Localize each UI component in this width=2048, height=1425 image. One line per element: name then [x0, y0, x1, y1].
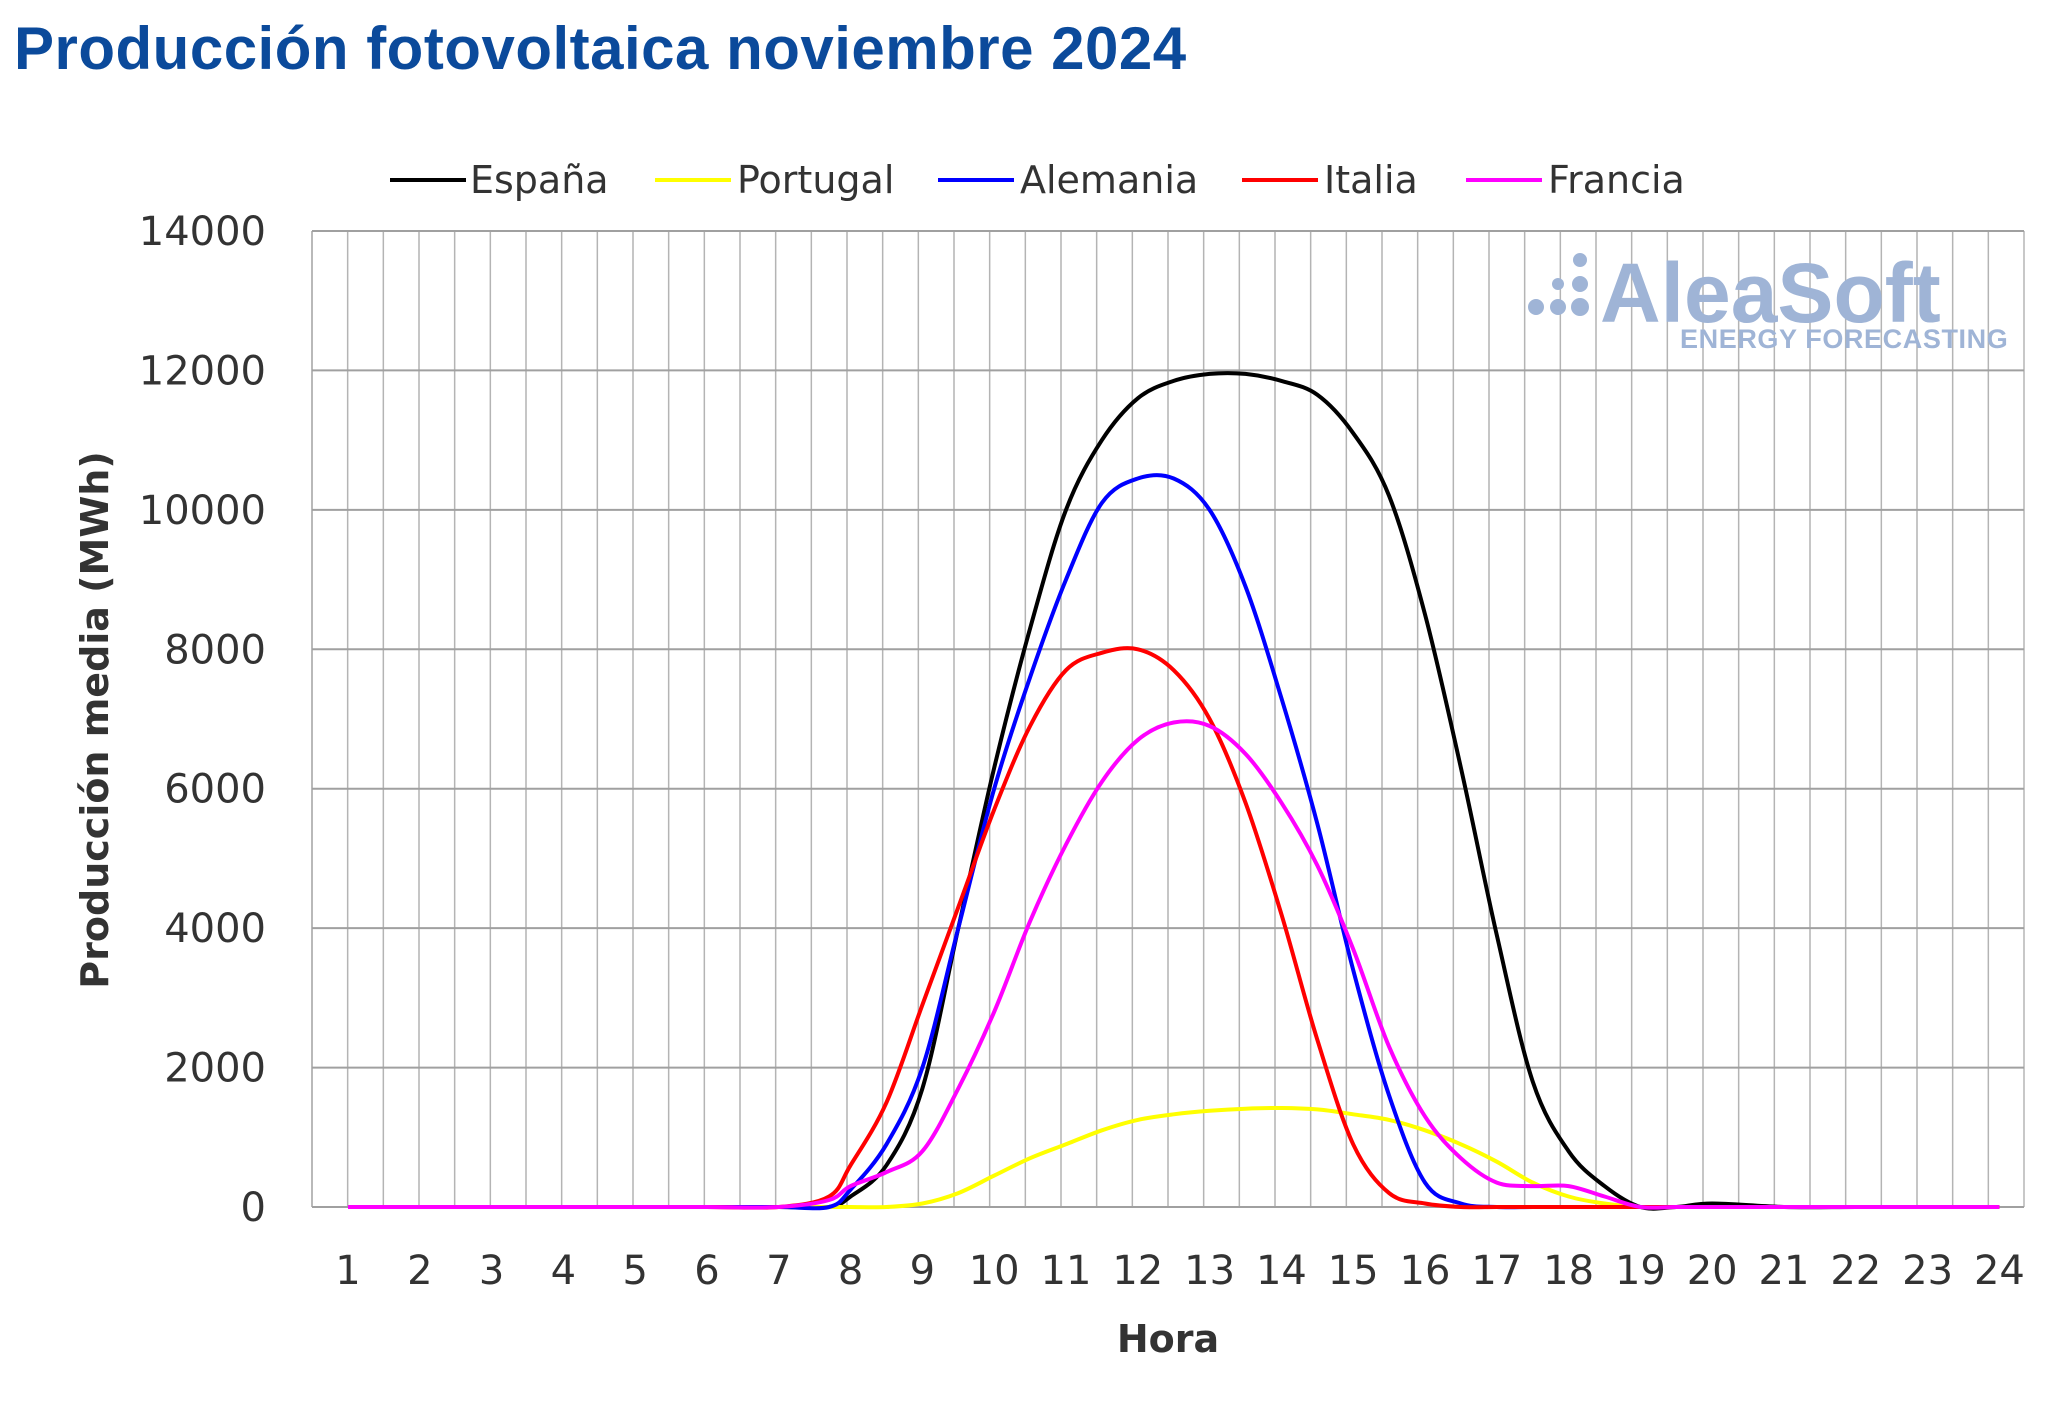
logo-dot [1571, 298, 1589, 316]
x-tick-label: 2 [407, 1248, 432, 1294]
x-tick-label: 11 [1041, 1248, 1092, 1294]
x-tick-label: 24 [1974, 1248, 2025, 1294]
x-tick-label: 1 [335, 1248, 360, 1294]
x-tick-label: 9 [910, 1248, 935, 1294]
legend-item: Francia [1466, 158, 1685, 202]
series-line-4 [348, 719, 2000, 1210]
chart-title: Producción fotovoltaica noviembre 2024 [14, 15, 1187, 82]
y-tick-label: 6000 [164, 767, 266, 813]
x-tick-label: 18 [1543, 1248, 1594, 1294]
y-axis-tick-labels: 0 2000 4000 6000 8000 10000 12000 14000 [139, 209, 266, 1231]
logo-tagline-text: ENERGY FORECASTING [1680, 324, 2008, 354]
x-tick-label: 16 [1400, 1248, 1451, 1294]
legend-label: Portugal [737, 158, 894, 202]
x-tick-label: 5 [622, 1248, 647, 1294]
legend-label: España [470, 158, 609, 202]
logo-dot [1573, 253, 1587, 267]
x-tick-label: 12 [1112, 1248, 1163, 1294]
logo-dot [1572, 276, 1588, 292]
series-line-2 [348, 473, 2000, 1211]
x-tick-label: 3 [479, 1248, 504, 1294]
legend-item: Alemania [938, 158, 1198, 202]
x-tick-label: 6 [694, 1248, 719, 1294]
y-tick-label: 10000 [139, 488, 266, 534]
x-tick-label: 20 [1687, 1248, 1738, 1294]
x-tick-label: 4 [551, 1248, 576, 1294]
x-tick-label: 10 [969, 1248, 1020, 1294]
logo-dots-icon [1528, 253, 1589, 316]
y-tick-label: 2000 [164, 1046, 266, 1092]
legend-label: Francia [1548, 158, 1685, 202]
grid-lines [311, 230, 2025, 1208]
y-tick-label: 12000 [139, 348, 266, 394]
legend-label: Italia [1324, 158, 1418, 202]
legend: España Portugal Alemania Italia Francia [390, 158, 1685, 202]
legend-item: Italia [1242, 158, 1418, 202]
series-line-0 [348, 371, 2000, 1211]
logo-dot [1550, 299, 1566, 315]
x-tick-label: 17 [1471, 1248, 1522, 1294]
x-tick-label: 7 [766, 1248, 791, 1294]
x-axis-title: Hora [1117, 1317, 1219, 1361]
x-axis-tick-labels: 1 2 3 4 5 6 7 8 9 10 11 12 13 14 15 16 17 18 19 20 21 22 23 24 [335, 1248, 2025, 1294]
x-tick-label: 14 [1256, 1248, 1307, 1294]
x-tick-label: 22 [1830, 1248, 1881, 1294]
x-tick-label: 13 [1184, 1248, 1235, 1294]
y-tick-label: 14000 [139, 209, 266, 255]
legend-label: Alemania [1020, 158, 1198, 202]
logo-dot [1528, 299, 1544, 315]
series-lines [348, 371, 2000, 1211]
x-tick-label: 15 [1328, 1248, 1379, 1294]
series-line-1 [348, 1105, 2000, 1210]
y-axis-title: Producción media (MWh) [73, 451, 117, 988]
x-tick-label: 23 [1902, 1248, 1953, 1294]
legend-item: España [390, 158, 609, 202]
logo-brand-text: AleaSoft [1600, 246, 1941, 340]
x-tick-label: 8 [838, 1248, 863, 1294]
x-tick-label: 21 [1759, 1248, 1810, 1294]
legend-item: Portugal [655, 158, 894, 202]
y-tick-label: 0 [241, 1185, 266, 1231]
x-tick-label: 19 [1615, 1248, 1666, 1294]
y-tick-label: 4000 [164, 906, 266, 952]
aleasoft-logo: AleaSoft ENERGY FORECASTING [1528, 246, 2008, 354]
logo-dot [1552, 278, 1564, 290]
y-tick-label: 8000 [164, 627, 266, 673]
